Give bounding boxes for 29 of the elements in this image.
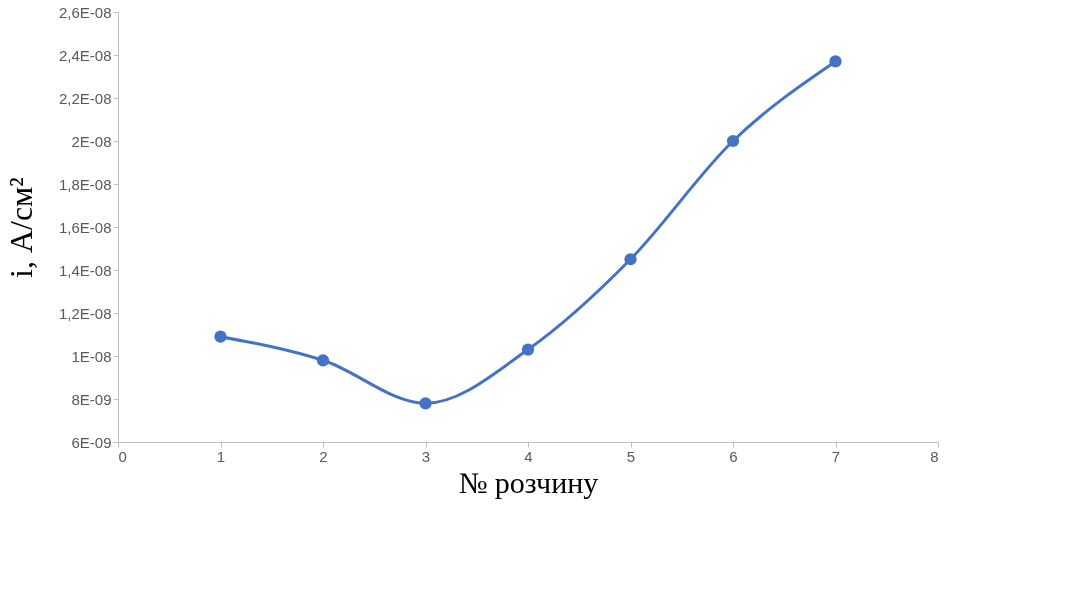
- x-tick-label: 8: [930, 447, 939, 465]
- x-tick-label: 2: [319, 447, 328, 465]
- y-tick-label: 6E-09: [71, 433, 112, 451]
- point: [624, 253, 637, 266]
- y-tick-label: 2,2E-08: [58, 89, 112, 107]
- y-tick-label: 2E-08: [71, 132, 112, 150]
- point: [521, 343, 535, 356]
- x-tick-label: 6: [729, 447, 738, 465]
- y-axis-title: i, А/см²: [2, 177, 39, 278]
- x-tick-label: 7: [831, 447, 841, 465]
- point: [726, 134, 740, 148]
- x-tick-label: 4: [524, 447, 533, 465]
- y-tick-label: 2,4E-08: [58, 46, 112, 64]
- y-tick-label: 1,6E-08: [58, 218, 112, 236]
- y-tick-label: 1,8E-08: [58, 175, 112, 193]
- y-tick-label: 2,6E-08: [58, 3, 112, 21]
- x-tick-label: 0: [118, 447, 127, 465]
- y-tick-label: 1E-08: [71, 347, 112, 365]
- x-axis-title: № розчину: [458, 465, 599, 499]
- point: [829, 55, 842, 68]
- point: [419, 397, 432, 410]
- y-tick-label: 8E-09: [71, 390, 112, 408]
- x-tick-label: 1: [216, 447, 226, 465]
- y-tick-label: 1,4E-08: [58, 261, 112, 279]
- x-tick-label: 5: [626, 447, 636, 465]
- point: [214, 330, 227, 343]
- y-tick-label: 1,2E-08: [58, 304, 112, 322]
- point: [316, 354, 330, 367]
- x-tick-label: 3: [421, 447, 431, 465]
